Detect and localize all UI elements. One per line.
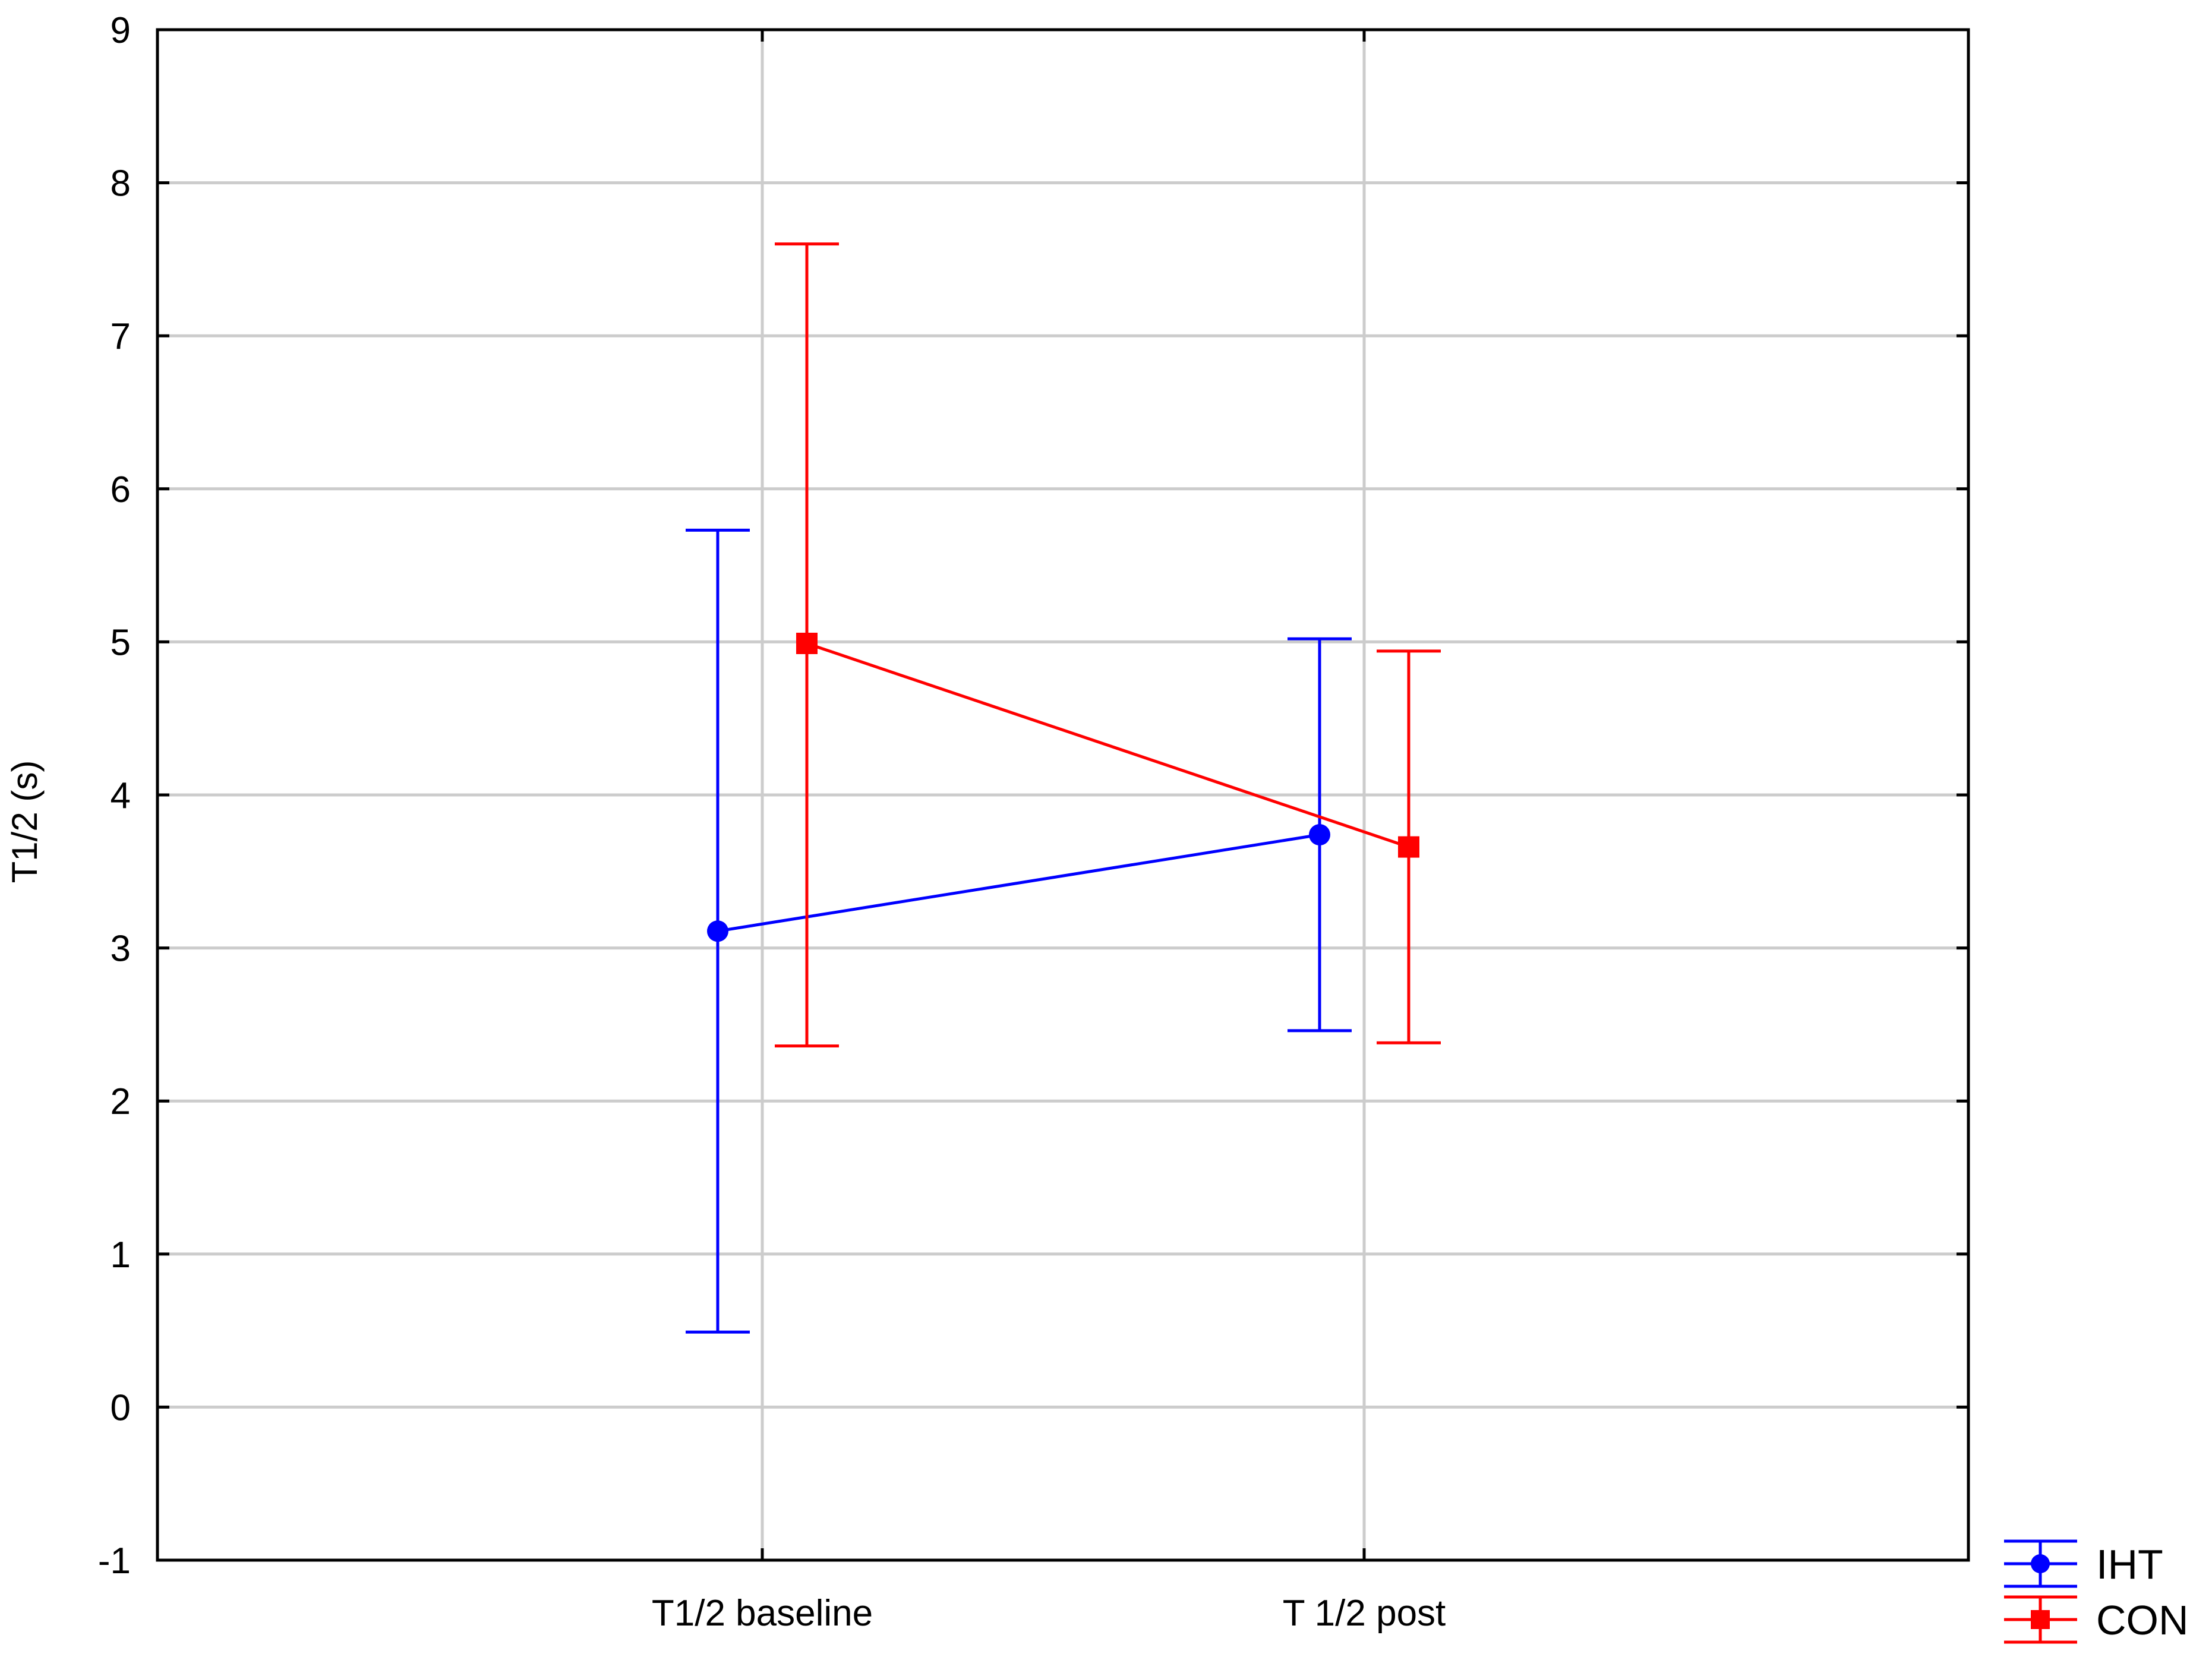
data-point <box>1309 823 1330 845</box>
legend-item-con: CON <box>2004 1595 2189 1644</box>
y-tick-label: 0 <box>111 1387 131 1428</box>
legend: IHT CON <box>2004 1539 2189 1644</box>
x-axis-ticks: T1/2 baseline T 1/2 post <box>652 30 1446 1634</box>
y-tick-label: 9 <box>111 10 131 51</box>
y-tick-label: 5 <box>111 622 131 663</box>
y-tick-label: 8 <box>111 163 131 204</box>
x-tick-label: T 1/2 post <box>1283 1593 1446 1634</box>
y-axis-ticks: -1 0 1 2 3 4 5 6 7 8 9 <box>98 10 1968 1582</box>
x-tick-label: T1/2 baseline <box>652 1593 873 1634</box>
grid <box>157 30 1968 1560</box>
y-tick-label: 6 <box>111 469 131 510</box>
data-point <box>796 632 818 654</box>
legend-item-iht: IHT <box>2004 1539 2163 1588</box>
y-tick-label: -1 <box>98 1541 131 1582</box>
data-point <box>1398 836 1419 858</box>
y-tick-label: 4 <box>111 775 131 816</box>
series-line <box>717 833 1320 933</box>
data-point <box>707 920 728 942</box>
y-tick-label: 2 <box>111 1081 131 1122</box>
y-tick-label: 1 <box>111 1235 131 1276</box>
series-con <box>775 242 1441 1047</box>
legend-label: IHT <box>2096 1541 2163 1587</box>
legend-marker <box>2031 1554 2050 1573</box>
series-iht <box>686 528 1352 1334</box>
y-tick-label: 3 <box>111 929 131 970</box>
y-axis-title: T1/2 (s) <box>5 760 45 883</box>
legend-label: CON <box>2096 1597 2189 1643</box>
legend-marker <box>2031 1610 2050 1629</box>
series-layer <box>686 242 1441 1334</box>
y-tick-label: 7 <box>111 316 131 357</box>
series-line <box>806 642 1409 848</box>
